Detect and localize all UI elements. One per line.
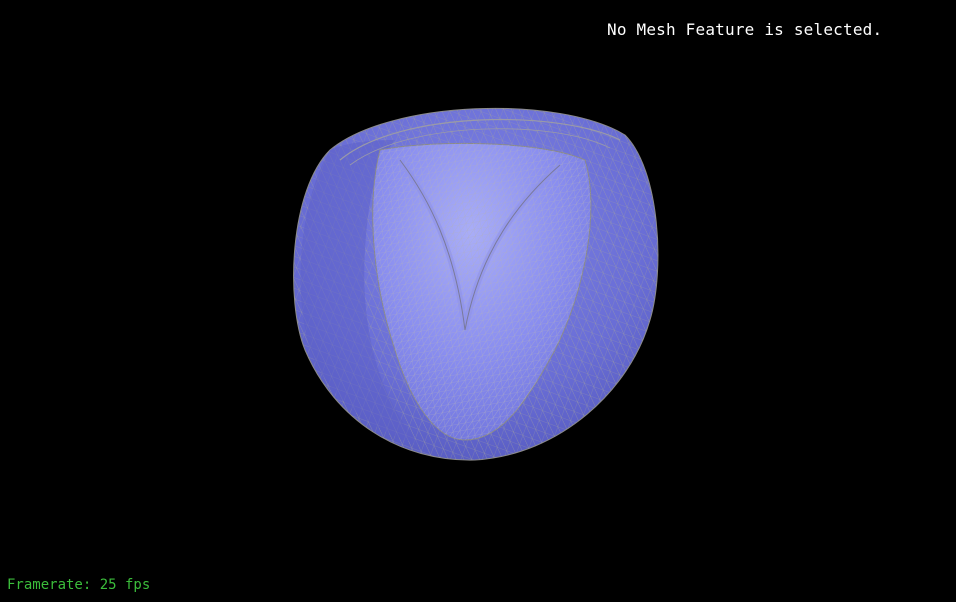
selection-status-text: No Mesh Feature is selected. — [607, 20, 883, 39]
framerate-readout: Framerate: 25 fps — [7, 577, 151, 593]
